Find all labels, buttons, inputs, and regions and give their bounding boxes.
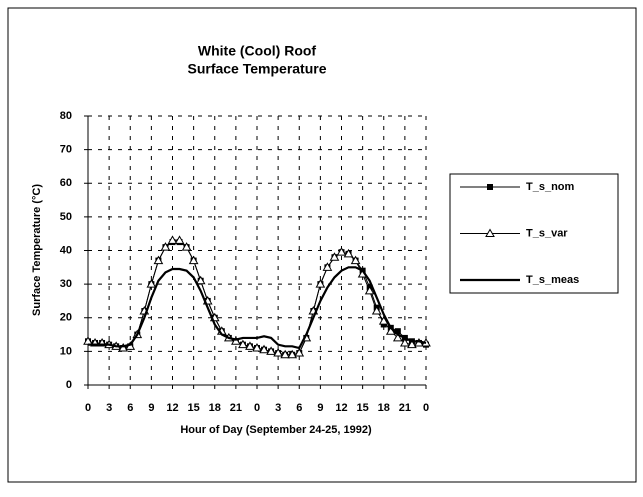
- legend-label: T_s_meas: [526, 274, 579, 286]
- marker: [231, 336, 241, 345]
- x-tick-label: 15: [357, 402, 369, 414]
- series-line: [88, 266, 427, 350]
- marker: [153, 255, 164, 265]
- marker: [195, 275, 206, 285]
- marker: [238, 339, 248, 349]
- marker: [322, 262, 333, 271]
- marker: [343, 248, 354, 258]
- marker: [315, 279, 326, 288]
- marker: [394, 328, 401, 335]
- x-tick-label: 9: [317, 402, 323, 414]
- x-tick-label: 21: [230, 402, 242, 414]
- marker: [146, 279, 157, 288]
- marker: [487, 184, 493, 190]
- x-tick-label: 12: [335, 402, 347, 414]
- marker: [259, 344, 269, 354]
- marker: [378, 316, 389, 325]
- marker: [181, 242, 192, 251]
- legend-label: T_s_nom: [526, 181, 575, 193]
- legend-label: T_s_var: [526, 227, 568, 239]
- marker: [118, 343, 129, 352]
- x-tick-label: 9: [148, 402, 154, 414]
- marker: [245, 341, 255, 350]
- marker: [364, 285, 375, 295]
- marker: [336, 247, 347, 256]
- y-tick-label: 30: [60, 278, 72, 290]
- y-tick-label: 50: [60, 211, 72, 223]
- marker: [371, 306, 382, 315]
- y-tick-label: 0: [66, 379, 72, 391]
- marker: [174, 235, 185, 244]
- x-tick-label: 12: [166, 402, 178, 414]
- marker: [188, 255, 199, 265]
- x-tick-label: 18: [378, 402, 390, 414]
- x-tick-label: 6: [296, 402, 302, 414]
- x-tick-label: 21: [399, 402, 411, 414]
- y-tick-label: 20: [60, 312, 72, 324]
- y-tick-label: 80: [60, 110, 72, 122]
- x-tick-label: 18: [209, 402, 221, 414]
- marker: [280, 349, 291, 359]
- marker: [287, 349, 298, 359]
- marker: [167, 235, 178, 244]
- y-tick-label: 60: [60, 177, 72, 189]
- marker: [252, 343, 262, 352]
- x-tick-label: 3: [275, 402, 281, 414]
- y-axis-label: Surface Temperature (°C): [31, 184, 43, 316]
- marker: [392, 332, 403, 342]
- x-tick-label: 0: [423, 402, 429, 414]
- marker: [273, 348, 283, 357]
- y-tick-label: 70: [60, 144, 72, 156]
- y-tick-label: 10: [60, 345, 72, 357]
- x-tick-label: 15: [188, 402, 200, 414]
- chart-title: Surface Temperature: [187, 61, 326, 77]
- y-tick-label: 40: [60, 244, 72, 256]
- marker: [407, 339, 417, 349]
- chart-border: [7, 7, 637, 483]
- marker: [294, 348, 305, 357]
- x-tick-label: 3: [106, 402, 112, 414]
- marker: [350, 255, 361, 265]
- x-tick-label: 0: [254, 402, 260, 414]
- marker: [400, 337, 410, 347]
- marker: [485, 228, 495, 237]
- marker: [266, 346, 276, 355]
- x-axis-label: Hour of Day (September 24-25, 1992): [180, 424, 372, 436]
- marker: [329, 252, 340, 261]
- x-tick-label: 6: [127, 402, 133, 414]
- chart-title: White (Cool) Roof: [198, 43, 317, 59]
- x-tick-label: 0: [85, 402, 91, 414]
- marker: [160, 242, 171, 251]
